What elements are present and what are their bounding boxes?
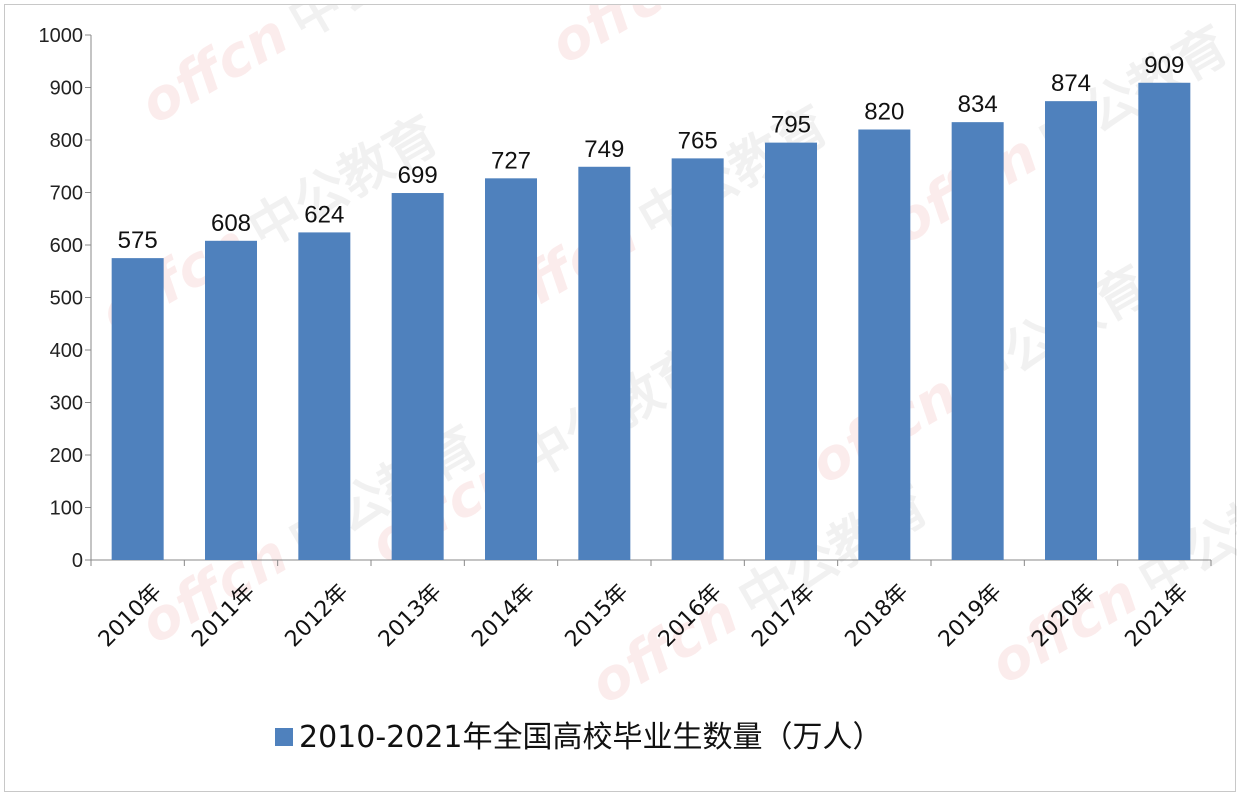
legend-label: 2010-2021年全国高校毕业生数量（万人） [299,720,883,755]
bar [205,240,257,561]
y-tick-label: 400 [50,340,83,362]
watermark-brand: offcn [540,5,709,77]
data-label: 820 [864,99,904,126]
bar [1138,82,1191,561]
bar [671,158,724,560]
data-label: 795 [771,112,811,139]
x-tick-label: 2018年 [841,579,914,652]
bar [391,193,444,560]
bar-chart: offcn中公教育offcn中公教育offcn中公教育offcn中公教育offc… [39,5,1238,755]
data-label: 909 [1144,52,1184,79]
bar [1045,101,1097,561]
y-tick-label: 300 [50,393,83,415]
bar [485,178,537,560]
y-tick-label: 700 [50,183,83,205]
bar [111,258,164,560]
y-tick-label: 0 [72,550,83,572]
data-label: 575 [118,227,158,254]
x-tick-label: 2014年 [467,579,540,652]
y-tick-label: 900 [50,78,83,100]
legend: 2010-2021年全国高校毕业生数量（万人） [275,720,883,755]
y-tick-label: 200 [50,445,83,467]
x-tick-label: 2012年 [281,579,354,652]
watermark-brand: offcn [130,5,299,137]
data-label: 749 [584,136,624,163]
y-tick-label: 600 [50,235,83,257]
watermark-cn: 中公教育 [279,5,489,51]
data-label: 765 [678,127,718,154]
bar [765,142,817,560]
legend-swatch [275,728,293,746]
bar [951,122,1004,561]
bars [111,82,1191,561]
bar [858,129,911,560]
y-tick-label: 800 [50,130,83,152]
data-label: 834 [958,91,998,118]
bar [298,232,351,560]
data-label: 608 [211,210,251,237]
data-label: 874 [1051,70,1091,97]
y-tick-label: 1000 [39,25,84,47]
y-tick-label: 100 [50,498,83,520]
y-tick-label: 500 [50,288,83,310]
data-label: 699 [398,162,438,189]
x-tick-label: 2013年 [374,579,447,652]
axes: 0 100 200 300 400 500 600 700 800 900 1000 [39,25,1212,572]
bar [578,166,631,560]
chart-frame: offcn中公教育offcn中公教育offcn中公教育offcn中公教育offc… [4,4,1238,792]
data-label: 624 [304,201,344,228]
data-label: 727 [491,147,531,174]
